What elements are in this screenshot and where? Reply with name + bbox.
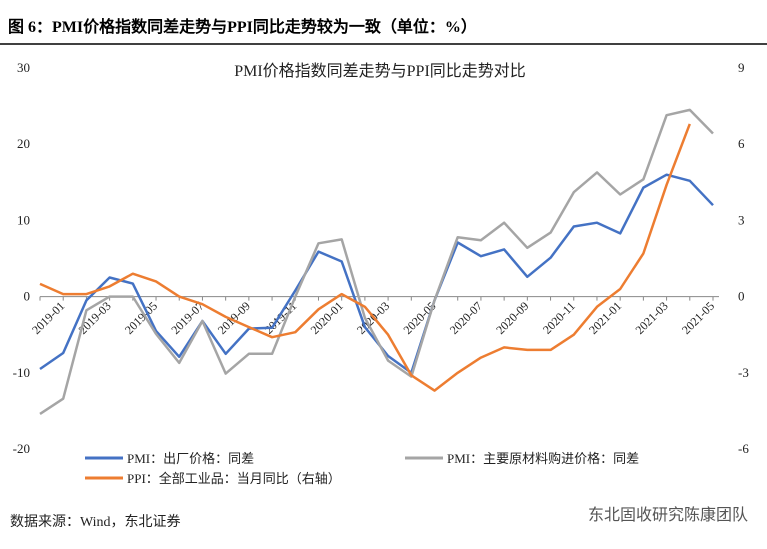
y-tick-label: 0 (24, 289, 31, 304)
y-tick-label: 30 (17, 60, 30, 75)
y2-tick-label: -6 (738, 441, 749, 456)
x-tick-label: 2019-01 (29, 299, 67, 337)
x-tick-label: 2021-05 (679, 299, 717, 337)
y-tick-label: 10 (17, 212, 30, 227)
x-tick-label: 2020-11 (540, 299, 578, 337)
legend: PMI：出厂价格：同差 PMI：主要原材料购进价格：同差 PPI：全部工业品：当月同… (85, 451, 639, 486)
x-tick-label: 2020-07 (447, 299, 485, 337)
y2-tick-label: 3 (738, 212, 745, 227)
source: 数据来源：Wind，东北证券 (10, 514, 181, 530)
watermark: 东北固收研究陈康团队 (588, 506, 748, 524)
x-tick-label: 2021-01 (586, 299, 624, 337)
series-line (39, 123, 691, 392)
y2-tick-label: 0 (738, 289, 745, 304)
legend-label: PMI：主要原材料购进价格：同差 (447, 451, 639, 466)
y-tick-label: -10 (13, 365, 30, 380)
y2-tick-label: 9 (738, 60, 745, 75)
legend-label: PPI：全部工业品：当月同比（右轴） (127, 471, 341, 486)
y2-tick-label: 6 (738, 136, 745, 151)
y-tick-label: 20 (17, 136, 30, 151)
x-tick-label: 2021-03 (633, 299, 671, 337)
legend-label: PMI：出厂价格：同差 (127, 451, 254, 466)
y-tick-label: -20 (13, 441, 30, 456)
chart-title: PMI价格指数同差走势与PPI同比走势对比 (234, 62, 526, 80)
y2-tick-label: -3 (738, 365, 749, 380)
x-tick-label: 2020-09 (493, 299, 531, 337)
series-line (39, 173, 714, 375)
series-line (39, 108, 714, 415)
figure-title: 图 6：PMI价格指数同差走势与PPI同比走势较为一致（单位：%） (8, 17, 477, 36)
